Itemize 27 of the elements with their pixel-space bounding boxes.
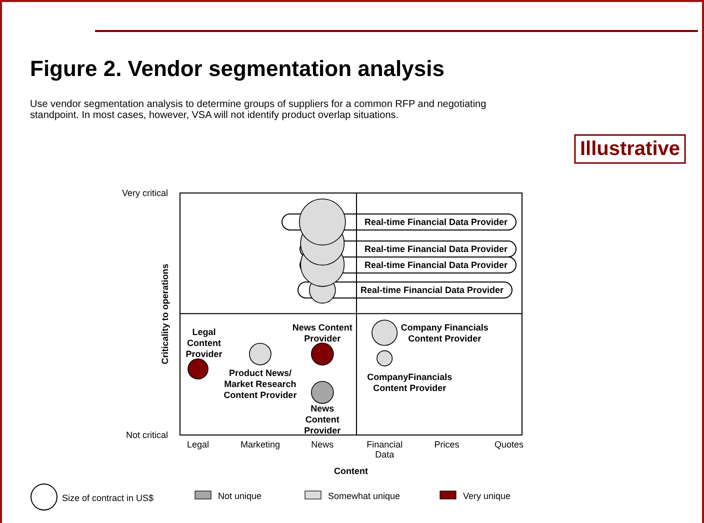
annotation: Company Financials Content Provider [400, 322, 488, 344]
x-tick-label: Financial Data [366, 439, 403, 460]
annotation: Real-time Financial Data Provider [364, 217, 508, 227]
annotation: Real-time Financial Data Provider [360, 285, 504, 295]
annotation: Legal Content Provider [186, 326, 223, 359]
annotation: CompanyFinancials Content Provider [367, 372, 452, 393]
x-axis-title: Content [334, 466, 368, 476]
annotation: Real-time Financial Data Provider [364, 244, 508, 254]
text: Very critical [122, 188, 168, 198]
annotation: Real-time Financial Data Provider [364, 260, 508, 270]
legend-label: Not unique [218, 491, 262, 501]
chart-subtitle: Use vendor segmentation analysis to determine groups of suppliers for a common RFP and negotiating standpoint. In most cases, however, VSA will not identify product overlap situations. [30, 99, 486, 121]
x-tick-label: Quotes [494, 439, 524, 450]
chart-title: Figure 2. Vendor segmentation analysis [30, 56, 444, 81]
text: Illustrative [580, 138, 680, 160]
x-tick-label: Prices [434, 439, 460, 450]
annotation: News Content Provider [292, 322, 352, 344]
annotation: News Content Provider [304, 403, 342, 436]
text: Not critical [126, 430, 168, 440]
text: Size of contract in US$ [62, 493, 154, 503]
x-tick-label: Legal [186, 439, 210, 450]
x-tick-label: Marketing [240, 439, 280, 450]
legend-label: Very unique [463, 491, 511, 501]
y-axis-title: Criticality to operations [160, 264, 170, 364]
x-tick-label: News [311, 439, 334, 450]
annotation: Product News/ Market Research Content Provider [224, 368, 298, 400]
legend-label: Somewhat unique [328, 491, 400, 501]
